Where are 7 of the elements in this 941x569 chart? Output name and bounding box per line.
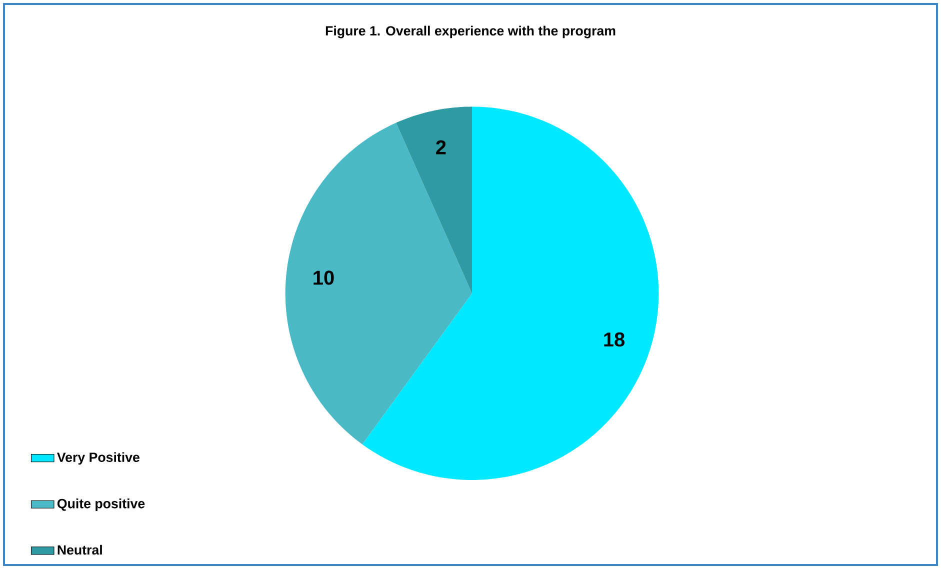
legend-label: Very Positive [57,452,140,465]
legend-label: Neutral [58,544,102,555]
legend-label: Quite positive [57,498,145,511]
data-label: 2 [436,140,446,154]
data-label: 10 [314,270,334,285]
chart-title: Figure 1. Overall experience with the program [326,26,616,38]
data-label: 18 [604,332,625,347]
